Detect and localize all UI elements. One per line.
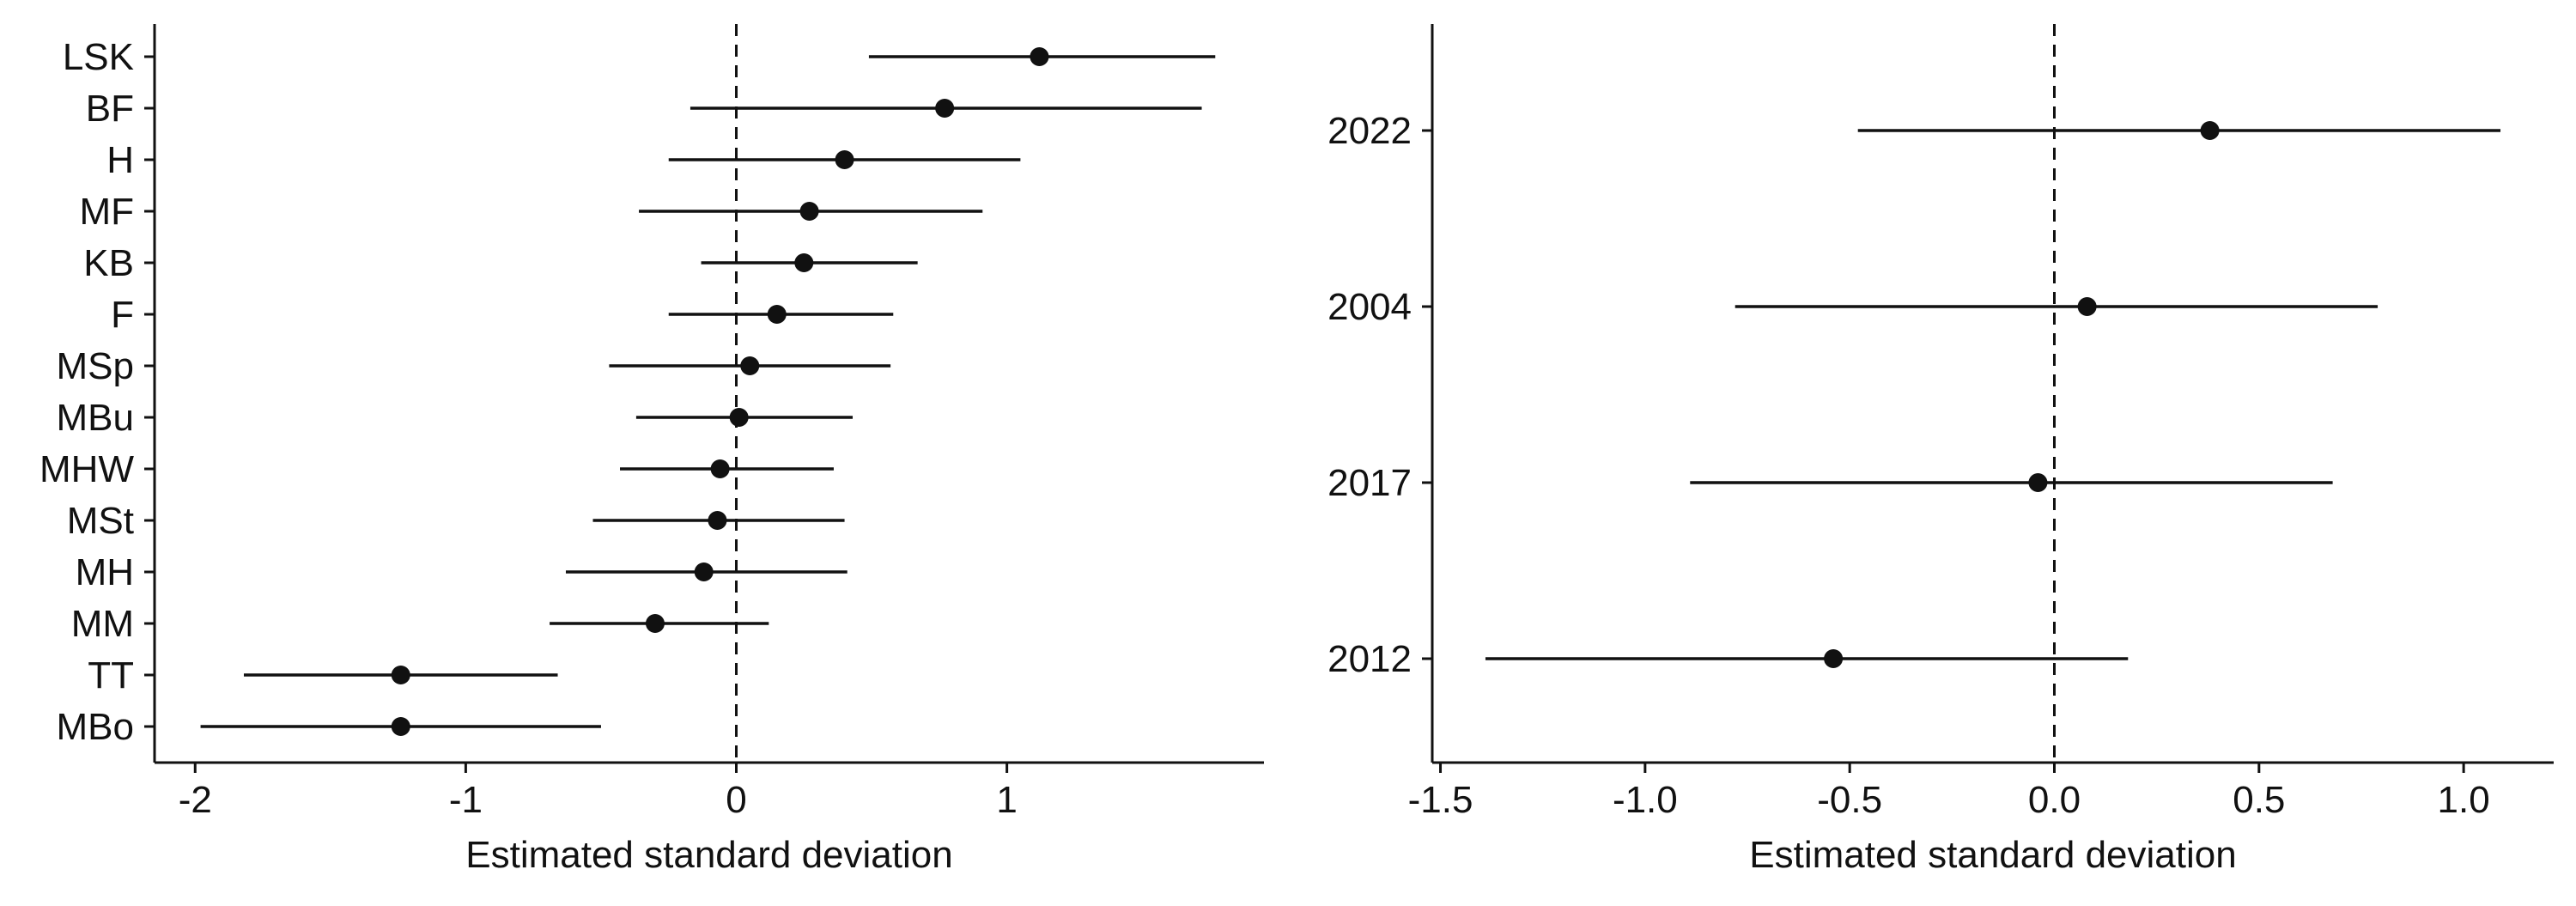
left-panel-estimate-point <box>710 459 730 478</box>
left-panel-y-tick-label: MM <box>71 603 134 645</box>
left-panel-y-tick-label: MBu <box>57 397 134 439</box>
right-panel-estimate-point <box>2200 121 2220 140</box>
left-panel-y-tick-label: MBo <box>57 706 134 748</box>
left-panel-y-tick-label: TT <box>88 654 134 696</box>
right-panel-y-tick-label: 2017 <box>1327 462 1412 504</box>
right-panel-x-tick-label: -0.5 <box>1817 779 1882 821</box>
left-panel-y-tick-label: LSK <box>63 36 134 78</box>
right-panel-x-tick-label: 0.5 <box>2233 779 2285 821</box>
left-panel-estimate-point <box>835 150 854 169</box>
left-panel-y-tick-label: MHW <box>39 448 134 490</box>
left-panel-x-tick-label: 0 <box>726 779 746 821</box>
left-panel-estimate-point <box>645 614 665 633</box>
left-panel-estimate-point <box>694 562 714 581</box>
right-panel-x-tick-label: -1.5 <box>1408 779 1473 821</box>
left-panel: -2 -1 0 1 Estimated standard deviation LSK BF H… <box>39 24 1264 876</box>
left-panel-estimate-point <box>391 666 410 684</box>
right-panel-x-tick-label: 1.0 <box>2438 779 2490 821</box>
right-panel-y-tick-label: 2004 <box>1327 286 1412 328</box>
left-panel-y-tick-label: MSt <box>67 500 134 542</box>
left-panel-x-tick-label: -2 <box>179 779 212 821</box>
right-panel-x-axis-title: Estimated standard deviation <box>1749 834 2236 876</box>
left-panel-estimate-point <box>740 356 760 375</box>
left-panel-x-tick-label: 1 <box>996 779 1017 821</box>
right-panel-y-tick-label: 2022 <box>1327 110 1412 152</box>
right-panel: -1.5 -1.0 -0.5 0.0 0.5 1.0 Estimated standard … <box>1327 24 2554 876</box>
left-panel-estimate-point <box>794 253 814 272</box>
left-panel-y-tick-label: F <box>111 294 134 336</box>
left-panel-estimate-point <box>729 408 749 427</box>
right-panel-x-tick-label: -1.0 <box>1613 779 1678 821</box>
right-panel-estimate-point <box>2028 473 2048 492</box>
right-panel-estimate-point <box>2077 297 2097 316</box>
left-panel-estimate-point <box>799 202 819 221</box>
left-panel-y-tick-label: MH <box>76 551 134 593</box>
left-panel-x-axis-title: Estimated standard deviation <box>465 834 952 876</box>
left-panel-estimate-point <box>1030 47 1049 66</box>
right-panel-x-tick-label: 0.0 <box>2028 779 2081 821</box>
right-panel-estimate-point <box>1824 649 1844 668</box>
left-panel-y-tick-label: KB <box>83 242 134 284</box>
left-panel-y-tick-label: BF <box>86 88 134 130</box>
left-panel-estimate-point <box>767 305 787 324</box>
left-panel-y-tick-label: MSp <box>57 345 134 387</box>
left-panel-y-tick-label: MF <box>79 191 134 233</box>
left-panel-estimate-point <box>708 511 727 530</box>
left-panel-estimate-point <box>935 99 955 118</box>
left-panel-estimate-point <box>391 717 410 736</box>
right-panel-y-tick-label: 2012 <box>1327 638 1412 680</box>
left-panel-x-tick-label: -1 <box>449 779 483 821</box>
left-panel-y-tick-label: H <box>106 139 134 181</box>
